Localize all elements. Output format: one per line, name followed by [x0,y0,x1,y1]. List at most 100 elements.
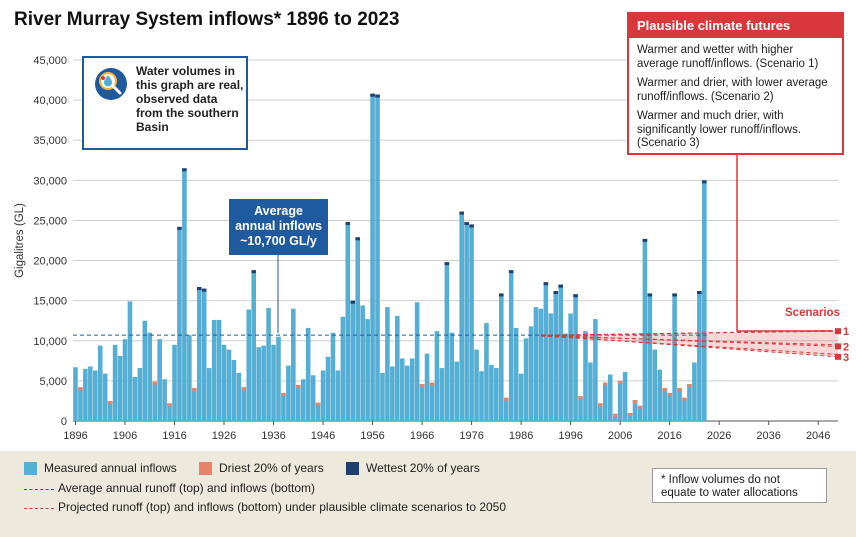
bar [603,382,608,421]
legend-driest-swatch [199,462,212,475]
bar [449,332,455,421]
scenario-inflow-line [540,335,839,346]
bar [271,344,276,421]
bar [702,180,707,421]
average-annotation-line-2: annual inflows [235,219,322,233]
bar [281,392,286,421]
bar [107,400,113,421]
x-tick-label: 1906 [113,430,137,442]
bar [464,222,469,421]
wettest-marker [499,293,504,297]
wettest-marker [355,237,360,241]
wettest-marker [444,262,450,266]
x-tick-label: 1896 [63,430,87,442]
y-tick-label: 10,000 [33,336,67,348]
allocation-note: * Inflow volumes do not equate to water … [652,468,827,503]
bar [652,349,658,421]
driest-marker [687,384,692,388]
driest-marker [167,403,172,407]
bar [320,370,326,421]
climate-futures-heading: Plausible climate futures [629,14,842,38]
bar [226,349,232,421]
bar [424,353,430,421]
driest-marker [241,387,247,391]
scenario-number: 3 [843,352,849,364]
bar [385,307,390,421]
driest-marker [315,402,321,406]
bar [276,336,281,421]
bar [355,237,360,421]
bar [231,360,237,421]
wettest-marker [201,288,207,292]
bar [310,375,316,421]
bar [335,370,341,421]
bar [97,345,103,421]
bar [325,356,331,421]
chart-title: River Murray System inflows* 1896 to 202… [14,9,400,30]
bar [682,397,687,421]
driest-marker [281,392,286,396]
bar [583,331,588,421]
bar [573,294,578,421]
bar [607,374,613,421]
bar [588,362,593,421]
bar [315,402,321,421]
wettest-marker [464,222,469,226]
wettest-marker [543,282,549,286]
bar [187,335,192,421]
driest-marker [419,384,425,388]
bar [558,284,563,421]
bar [305,327,311,421]
bar [578,396,583,421]
bar [563,333,568,421]
x-tick-label: 2046 [806,430,830,442]
bar [88,366,93,421]
bar [399,358,405,421]
driest-marker [429,382,435,386]
driest-marker [192,388,197,392]
bar [132,376,138,421]
bar [692,362,697,421]
bar [499,293,504,421]
driest-marker [662,388,667,392]
bar [380,372,385,421]
bar [533,307,539,421]
bar [117,356,123,421]
bar [172,344,177,421]
chart-canvas: 0 5,000 10,000 15,000 20,000 25,000 30,000 35,0… [14,55,849,442]
bar [627,412,633,421]
bar [241,387,247,421]
bar [167,403,172,421]
bar [365,319,370,421]
x-tick-label: 1926 [212,430,236,442]
bar [102,373,108,421]
bar [642,238,648,421]
x-tick-label: 1986 [509,430,533,442]
bar [404,365,410,421]
legend-measured-label: Measured annual inflows [44,461,177,475]
bar [474,349,479,421]
bar [479,371,484,421]
bar [508,270,514,421]
bar [538,308,544,421]
bar [503,397,509,421]
wettest-marker [350,300,356,304]
wettest-marker [459,211,464,215]
bar [593,319,598,421]
bar [192,388,197,421]
bar [162,379,167,421]
y-axis-label: Gigalitres (GL) [14,203,26,278]
bar [513,327,519,421]
bar [152,381,157,421]
bar [93,370,98,421]
wettest-marker [469,224,474,228]
bar [484,323,489,421]
bar [647,293,653,421]
bar [657,369,663,421]
scenario-number: 1 [843,326,849,338]
legend-average-line [24,489,54,490]
legend: Measured annual inflows Driest 20% of ye… [0,451,856,537]
scenario-1-text: Warmer and wetter with higher average ru… [637,44,819,70]
wettest-marker [508,270,514,274]
bar [236,372,242,421]
